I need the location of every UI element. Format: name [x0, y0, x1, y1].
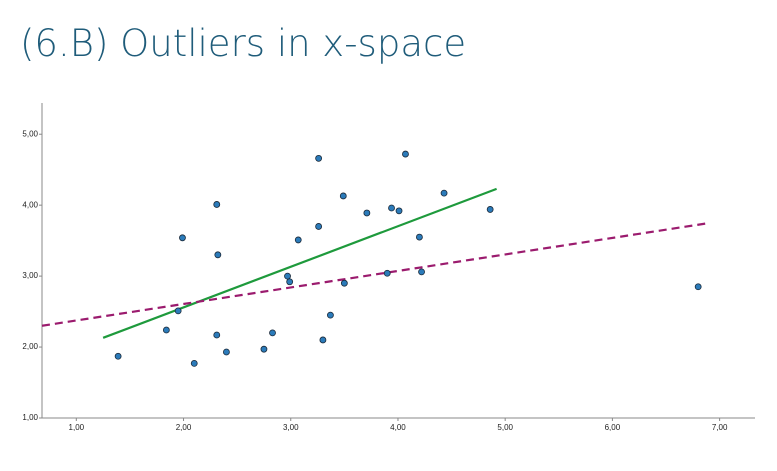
point	[363, 209, 371, 217]
slide-title: (6.B) Outliers in x-space	[20, 22, 467, 65]
point	[213, 201, 221, 208]
point	[214, 251, 222, 259]
fit-line	[41, 221, 711, 327]
y-tick-label: 1,00	[22, 413, 38, 422]
point	[402, 150, 409, 158]
point	[319, 336, 327, 344]
point	[486, 206, 494, 213]
x-tick-label: 5,00	[497, 423, 513, 432]
point	[223, 348, 230, 356]
x-tick-label: 4,00	[390, 423, 406, 432]
point	[315, 154, 323, 162]
point	[174, 307, 182, 315]
x-tick-label: 7,00	[712, 423, 728, 432]
point	[440, 189, 448, 197]
point	[294, 236, 302, 244]
fit-line	[102, 187, 497, 339]
point	[286, 278, 294, 286]
point	[190, 359, 198, 367]
point	[340, 279, 348, 287]
point	[114, 352, 122, 360]
x-tick-label: 6,00	[605, 423, 621, 432]
point	[260, 345, 268, 353]
point	[327, 311, 334, 319]
point	[179, 234, 186, 242]
y-tick-label: 5,00	[22, 129, 38, 138]
point	[418, 268, 425, 276]
y-tick-label: 2,00	[22, 342, 38, 351]
point	[213, 331, 221, 339]
point	[269, 329, 276, 337]
point	[416, 233, 423, 241]
point	[388, 204, 395, 212]
point	[339, 192, 347, 200]
point	[383, 269, 391, 277]
point	[315, 223, 323, 230]
x-tick-label: 2,00	[176, 423, 192, 432]
y-tick-label: 4,00	[22, 200, 38, 209]
x-tick-label: 1,00	[69, 423, 85, 432]
point	[694, 283, 702, 291]
point	[162, 326, 170, 334]
y-tick-label: 3,00	[22, 271, 38, 280]
x-tick-label: 3,00	[283, 423, 299, 432]
point	[395, 207, 403, 215]
point	[284, 272, 291, 280]
